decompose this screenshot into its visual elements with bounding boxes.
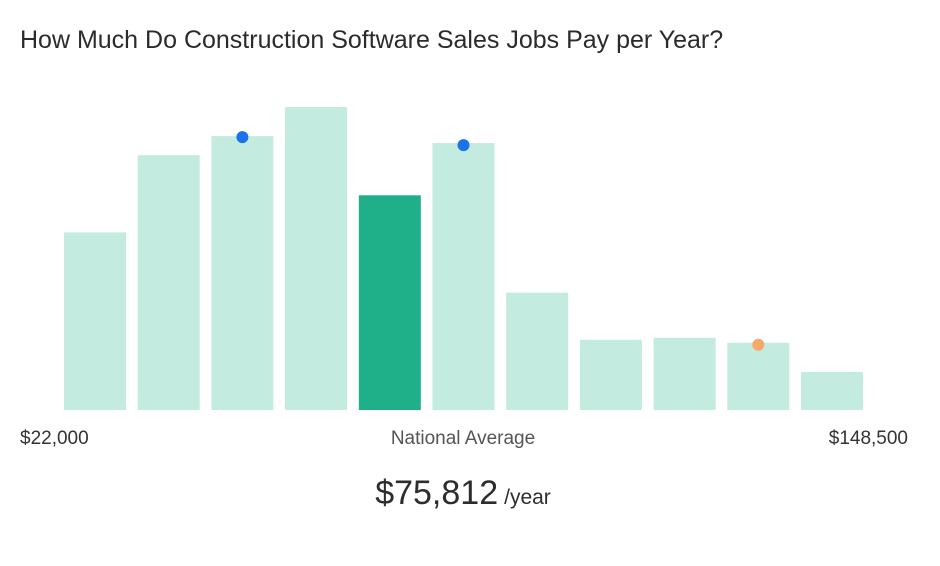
bar[interactable]	[432, 143, 495, 410]
marker-dot[interactable]	[752, 338, 765, 351]
average-salary: $75,812/year	[0, 474, 926, 513]
marker-dot[interactable]	[236, 131, 249, 144]
bar[interactable]	[137, 155, 200, 410]
bar[interactable]	[579, 339, 642, 410]
axis-max-label: $148,500	[828, 428, 908, 449]
average-salary-value: $75,812	[375, 474, 499, 512]
bar[interactable]	[506, 292, 569, 410]
bar[interactable]	[727, 342, 790, 410]
chart-title: How Much Do Construction Software Sales …	[20, 26, 724, 54]
bar[interactable]	[801, 371, 863, 410]
bar-highlight[interactable]	[358, 195, 421, 410]
markers-group	[236, 131, 765, 351]
bars-group	[64, 107, 863, 410]
bar[interactable]	[64, 232, 126, 410]
bar[interactable]	[211, 136, 274, 410]
average-salary-unit: /year	[504, 486, 551, 509]
national-average-label: National Average	[390, 428, 536, 449]
salary-histogram	[64, 107, 863, 410]
bar[interactable]	[653, 337, 716, 410]
bar[interactable]	[285, 107, 348, 410]
marker-dot[interactable]	[457, 139, 470, 152]
axis-min-label: $22,000	[20, 428, 89, 449]
